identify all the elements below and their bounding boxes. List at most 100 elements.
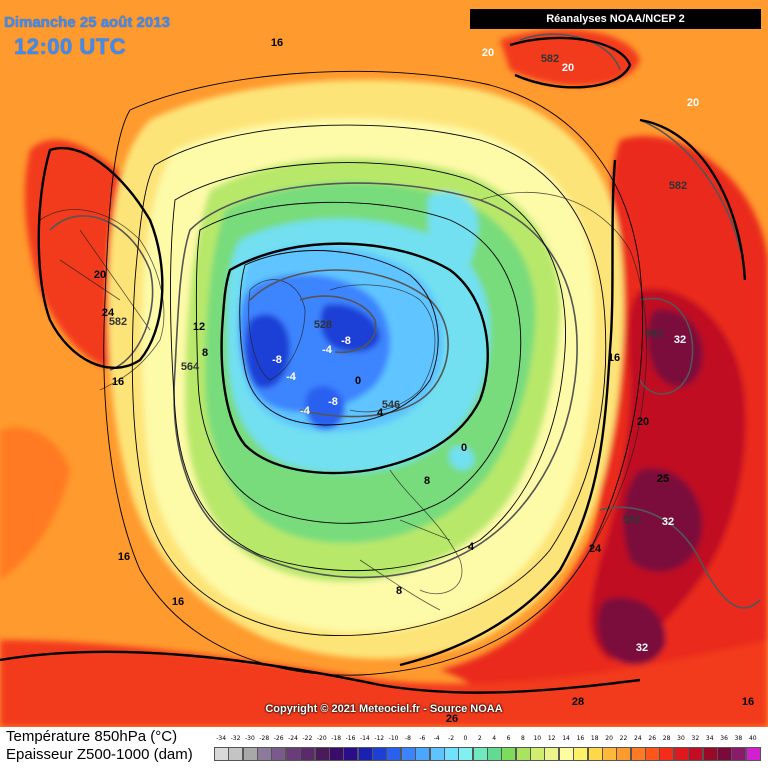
- map-label-temp-neg8-2: -8: [341, 335, 351, 347]
- legend-scale-labels: -34 -32 -30 -28 -26 -24 -22 -20 -18 -16 -14 -12 -10-…: [214, 735, 760, 745]
- map-label-temp-20-tr1: 20: [482, 47, 494, 59]
- legend-tick-label: -2: [448, 735, 455, 742]
- map-label-temp-25: 25: [657, 473, 669, 485]
- temperature-contour-4: [195, 201, 522, 524]
- legend-tick-label: -18: [331, 735, 342, 742]
- legend-tick-label: 10: [533, 735, 542, 742]
- legend-color-box: [501, 747, 517, 761]
- temperature-contour-12: [131, 124, 607, 636]
- thickness-contour-582-right: [599, 119, 761, 609]
- legend-tick-label: -4: [433, 735, 440, 742]
- legend-color-box: [673, 747, 689, 761]
- legend-tick-label: -26: [273, 735, 284, 742]
- copyright-notice: Copyright © 2021 Meteociel.fr - Source N…: [265, 703, 503, 715]
- coastline-north-america: [39, 209, 165, 391]
- map-label-temp-24-na: 24: [102, 307, 115, 319]
- map-label-temp-20-right: 20: [637, 416, 649, 428]
- legend-color-box: [487, 747, 502, 761]
- map-label-thickness-546: 546: [382, 399, 400, 411]
- legend-color-box: [702, 747, 718, 761]
- map-label-temp-neg8-1: -8: [272, 354, 282, 366]
- map-date: Dimanche 25 août 2013: [4, 14, 170, 31]
- legend-tick-label: -30: [245, 735, 255, 742]
- map-label-thickness-582-right1: 582: [669, 180, 687, 192]
- legend-color-box: [285, 747, 301, 761]
- legend-color-box: [544, 747, 560, 761]
- legend-tick-label: -20: [316, 735, 327, 742]
- temperature-contour-20-top: [509, 36, 632, 89]
- legend-color-box: [343, 747, 359, 761]
- map-label-temp-32-1: 32: [674, 334, 686, 346]
- map-label-temp-16-left: 16: [112, 376, 124, 388]
- very-hot-field-3: [597, 597, 666, 665]
- legend-tick-label: -32: [230, 735, 241, 742]
- legend-color-box: [372, 747, 388, 761]
- map-label-temp-8-2: 8: [424, 475, 430, 487]
- coastline-greenland: [248, 279, 306, 381]
- map-label-temp-16-br: 16: [742, 696, 754, 708]
- legend-color-box: [587, 747, 603, 761]
- legend-color-box: [472, 747, 488, 761]
- legend-tick-label: -24: [288, 735, 298, 742]
- map-label-temp-neg4-2: -4: [300, 405, 311, 417]
- legend-color-box: [616, 747, 632, 761]
- thickness-contour-528: [299, 295, 377, 354]
- legend-tick-label: 24: [634, 735, 642, 742]
- legend-tick-label: 36: [720, 735, 728, 742]
- legend-tick-label: 28: [662, 735, 671, 742]
- map-label-temp-20-tr2: 20: [562, 62, 574, 74]
- legend-color-box: [214, 747, 229, 761]
- dark-blue-core-3: [305, 386, 345, 430]
- legend-tick-label: 14: [562, 735, 570, 742]
- temperature-contour-0: [220, 242, 489, 475]
- map-label-temp-neg8-3: -8: [328, 396, 338, 408]
- data-source-banner: Réanalyses NOAA/NCEP 2: [470, 9, 761, 29]
- dark-blue-core-1: [245, 314, 290, 389]
- legend-color-scale: [214, 747, 761, 761]
- coastline-europe: [359, 469, 463, 611]
- temperature-contour-20-na: [37, 147, 164, 370]
- very-hot-field-2: [623, 468, 702, 572]
- legend-tick-label: 12: [547, 735, 556, 742]
- legend-tick-label: -8: [404, 735, 411, 742]
- legend-tick-label: 16: [576, 735, 585, 742]
- legend-color-box: [645, 747, 661, 761]
- map-label-thickness-582-top: 582: [541, 53, 559, 65]
- legend-tick-label: 26: [648, 735, 657, 742]
- map-label-thickness-582-right2: 582: [645, 328, 663, 340]
- legend-color-box: [745, 747, 761, 761]
- legend-tick-label: 20: [605, 735, 613, 742]
- cyan-lobe-north: [427, 191, 479, 300]
- map-label-temp-20-tr3: 20: [687, 97, 699, 109]
- map-label-temp-16-sw2: 16: [172, 596, 184, 608]
- legend-color-box: [716, 747, 732, 761]
- legend-color-box: [601, 747, 617, 761]
- map-label-temp-16-top: 16: [271, 37, 283, 49]
- legend-title-temperature: Température 850hPa (°C): [6, 728, 178, 745]
- legend-color-box: [314, 747, 330, 761]
- legend-tick-label: 2: [477, 735, 482, 742]
- legend-title-thickness: Epaisseur Z500-1000 (dam): [6, 746, 193, 763]
- map-label-temp-16-sw1: 16: [118, 551, 130, 563]
- legend-color-box: [429, 747, 445, 761]
- temperature-contour-16: [103, 70, 643, 676]
- warm-field-top-right: [500, 29, 640, 87]
- legend-color-box: [386, 747, 402, 761]
- legend-tick-label: 32: [691, 735, 700, 742]
- map-label-temp-8-left: 8: [202, 347, 208, 359]
- legend-color-box: [400, 747, 416, 761]
- map-label-temp-8-3: 8: [396, 585, 402, 597]
- legend-color-box: [688, 747, 704, 761]
- map-label-thickness-564: 564: [181, 361, 200, 373]
- legend-tick-label: 34: [705, 735, 714, 742]
- legend-tick-label: -22: [302, 735, 313, 742]
- legend-tick-label: -10: [388, 735, 399, 742]
- legend-tick-label: 40: [748, 735, 757, 742]
- legend-tick-label: -12: [374, 735, 385, 742]
- thickness-contour-546: [249, 269, 449, 418]
- map-label-temp-4-1: 4: [377, 407, 384, 419]
- legend-tick-label: 4: [492, 735, 497, 742]
- map-label-temp-26-bottom: 26: [446, 713, 458, 725]
- thickness-contour-582-top: [519, 33, 621, 71]
